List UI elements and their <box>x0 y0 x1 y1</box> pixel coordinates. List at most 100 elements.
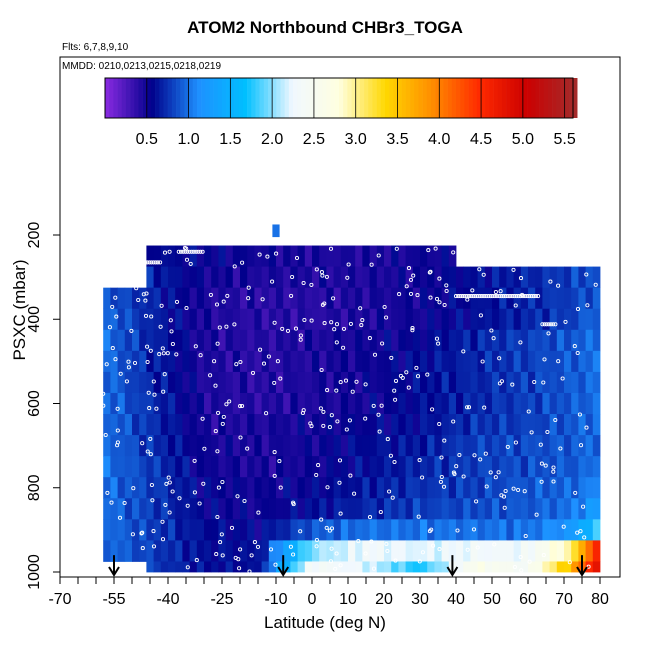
colorbar-cell <box>476 78 482 118</box>
field-cell <box>283 245 291 267</box>
field-cell <box>232 287 241 310</box>
field-cell <box>384 371 392 394</box>
field-cell <box>117 371 126 394</box>
field-cell <box>168 245 176 267</box>
sampling-point <box>334 322 340 327</box>
field-cell <box>319 540 327 562</box>
sampling-point <box>551 465 556 470</box>
sampling-point <box>417 559 422 564</box>
field-cell <box>290 498 298 520</box>
colorbar-cell <box>472 78 478 118</box>
colorbar-cell <box>155 78 160 118</box>
field-cell <box>168 456 176 478</box>
colorbar-cell <box>163 78 168 118</box>
field-cell <box>160 266 169 289</box>
field-cell <box>369 414 378 436</box>
field-cell <box>564 519 572 541</box>
field-cell <box>146 435 154 457</box>
field-cell <box>160 540 169 562</box>
field-cell <box>535 435 543 457</box>
field-cell <box>542 540 550 562</box>
field-cell <box>283 540 291 562</box>
field-cell <box>182 540 190 562</box>
sampling-point <box>363 416 368 421</box>
field-cell <box>340 414 349 436</box>
field-cell <box>420 414 428 436</box>
sampling-point <box>158 260 163 265</box>
colorbar-cell <box>497 78 503 118</box>
field-cell <box>204 540 212 562</box>
field-cell <box>283 414 291 436</box>
colorbar-cell <box>522 78 528 118</box>
sampling-point <box>516 294 521 299</box>
x-tick-label: 70 <box>555 591 573 608</box>
field-cell <box>297 498 306 520</box>
sampling-point <box>256 510 261 515</box>
sampling-point <box>140 260 145 265</box>
colorbar-cell <box>226 78 231 118</box>
field-cell <box>348 266 356 289</box>
field-cell <box>434 540 442 562</box>
sampling-point <box>152 392 157 397</box>
field-cell <box>290 414 298 436</box>
field-cell <box>463 498 471 520</box>
field-cell <box>384 540 392 562</box>
sampling-point <box>220 553 225 558</box>
field-cell <box>247 414 255 436</box>
sampling-point <box>491 336 496 341</box>
sampling-point <box>430 407 435 412</box>
field-cell <box>412 392 421 415</box>
field-cell <box>477 329 486 352</box>
field-cell <box>528 540 536 562</box>
colorbar-cell <box>376 78 382 118</box>
field-cell <box>355 350 363 373</box>
field-cell <box>333 519 342 541</box>
sampling-point <box>213 429 218 434</box>
field-cell <box>528 498 536 520</box>
field-cell <box>326 329 334 352</box>
field-cell <box>398 435 406 457</box>
sampling-point <box>134 286 139 291</box>
sampling-point <box>377 429 382 434</box>
field-cell <box>103 435 111 457</box>
field-cell <box>556 371 565 394</box>
field-cell <box>240 414 248 436</box>
field-cell <box>355 266 363 289</box>
sampling-point <box>117 515 123 520</box>
field-cell <box>175 414 183 436</box>
colorbar-cell <box>489 78 494 118</box>
field-cell <box>139 371 147 394</box>
field-cell <box>189 414 198 436</box>
field-cell <box>319 477 327 499</box>
sampling-point <box>434 296 440 301</box>
field-cell <box>556 456 565 478</box>
colorbar-cell <box>192 78 198 118</box>
sampling-point <box>132 270 137 275</box>
sampling-point <box>272 320 277 325</box>
field-cell <box>420 266 428 289</box>
field-cell <box>247 266 255 289</box>
field-cell <box>333 498 342 520</box>
field-cell <box>434 435 442 457</box>
field-cell <box>362 561 370 573</box>
field-cell <box>535 287 543 310</box>
colorbar-cell <box>527 78 532 118</box>
field-cell <box>268 519 277 541</box>
field-cell <box>513 540 522 562</box>
sampling-point <box>511 267 516 272</box>
sampling-point <box>510 294 515 299</box>
field-cell <box>564 477 572 499</box>
sampling-point <box>359 323 364 328</box>
field-cell <box>240 308 248 331</box>
sampling-point <box>426 248 431 253</box>
field-cell <box>585 477 594 499</box>
field-cell <box>384 287 392 310</box>
field-cell <box>520 287 529 310</box>
field-cell <box>146 266 154 289</box>
field-cell <box>369 392 378 415</box>
sampling-point <box>189 249 194 254</box>
field-cell <box>434 245 442 267</box>
field-cell <box>427 245 435 267</box>
field-cell <box>182 456 190 478</box>
sampling-point <box>118 371 123 376</box>
